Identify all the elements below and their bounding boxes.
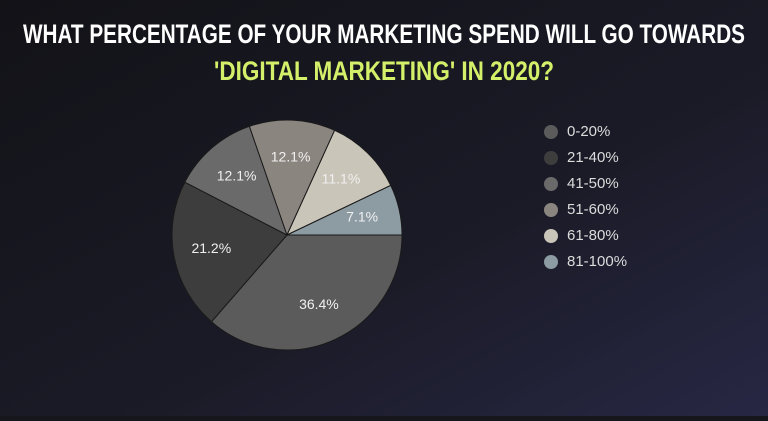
data-label: 11.1%	[322, 171, 361, 187]
legend-swatch	[544, 125, 558, 139]
legend-swatch	[544, 255, 558, 269]
legend-label: 81-100%	[567, 253, 627, 270]
pie-slice	[171, 181, 288, 323]
legend-label: 61-80%	[567, 227, 619, 244]
data-label: 12.1%	[217, 167, 257, 183]
data-label: 12.1%	[271, 149, 311, 165]
legend-swatch	[544, 229, 558, 243]
legend-label: 51-60%	[567, 201, 619, 218]
legend-label: 21-40%	[567, 149, 619, 166]
pie-slice	[285, 129, 392, 237]
chart-title: WHAT PERCENTAGE OF YOUR MARKETING SPEND …	[23, 19, 745, 49]
data-label: 7.1%	[346, 209, 378, 225]
data-label: 21.2%	[191, 240, 231, 256]
legend-swatch	[544, 203, 558, 217]
legend-swatch	[544, 177, 558, 191]
legend-swatch	[544, 151, 558, 165]
legend-label: 0-20%	[567, 123, 610, 140]
pie-slice	[210, 234, 403, 351]
legend-label: 41-50%	[567, 175, 619, 192]
pie-slice	[248, 119, 336, 237]
data-label: 36.4%	[299, 296, 339, 312]
pie-slice	[184, 125, 288, 237]
pie-slice	[286, 184, 403, 236]
chart-subtitle: 'DIGITAL MARKETING' IN 2020?	[214, 56, 554, 86]
